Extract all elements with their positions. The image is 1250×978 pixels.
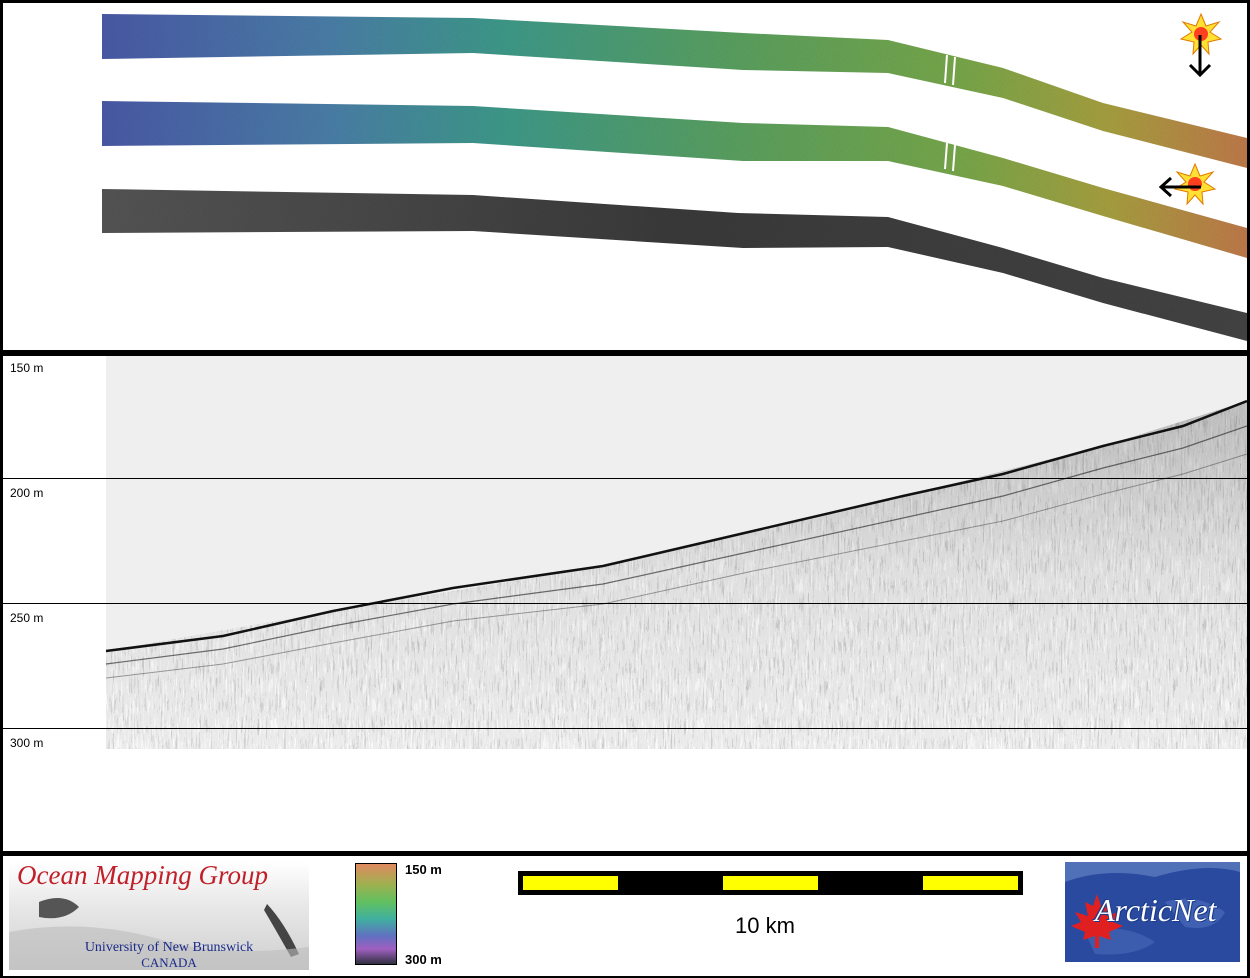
depth-label-200: 200 m xyxy=(10,486,44,500)
swath-bathymetry-2 xyxy=(102,101,1247,258)
scale-bar-segment xyxy=(723,876,818,890)
depth-label-300: 300 m xyxy=(10,736,44,750)
swath-map xyxy=(102,12,1247,341)
subbottom-profile-panel: 150 m 200 m 250 m 300 m xyxy=(3,356,1247,851)
scale-bar-label: 10 km xyxy=(735,913,795,938)
university-name: University of New Brunswick xyxy=(84,940,254,955)
ocean-mapping-logo-graphic xyxy=(9,898,309,970)
scale-bar xyxy=(518,871,1023,895)
sun-icon xyxy=(1173,162,1217,206)
swath-panel xyxy=(3,3,1247,350)
subbottom-profile xyxy=(105,356,1247,749)
scale-bar-segment xyxy=(923,876,1018,890)
ocean-mapping-title: Ocean Mapping Group xyxy=(17,860,268,890)
colorbar-top-label: 150 m xyxy=(405,862,442,877)
country-name: CANADA xyxy=(141,955,197,970)
swath-bathymetry-1 xyxy=(102,14,1247,168)
swath-backscatter xyxy=(102,189,1247,341)
footer-panel: Ocean Mapping Group University of New Br… xyxy=(3,856,1247,976)
depth-line-200 xyxy=(3,478,1247,479)
arrow-down-icon xyxy=(1188,35,1212,78)
arrow-left-icon xyxy=(1158,176,1201,198)
ocean-mapping-group-logo: Ocean Mapping Group University of New Br… xyxy=(9,860,309,970)
depth-colorbar xyxy=(355,863,397,965)
depth-label-150: 150 m xyxy=(10,361,44,375)
scale-bar-segment xyxy=(523,876,618,890)
arcticnet-wordmark: ArcticNet xyxy=(1095,892,1217,928)
colorbar-bottom-label: 300 m xyxy=(405,952,442,967)
depth-line-250 xyxy=(3,603,1247,604)
maple-leaf-icon xyxy=(1071,894,1123,948)
depth-line-300 xyxy=(3,728,1247,729)
depth-label-250: 250 m xyxy=(10,611,44,625)
arcticnet-logo: ArcticNet xyxy=(1065,862,1240,962)
